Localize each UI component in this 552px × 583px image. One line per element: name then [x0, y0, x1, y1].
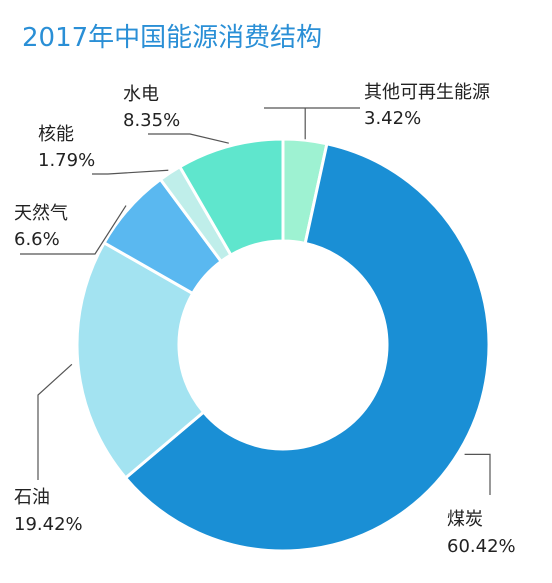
label-natural-gas: 天然气: [14, 203, 68, 224]
leader-natural-gas: [20, 205, 127, 255]
slices-group: [75, 137, 491, 553]
leader-lines: [20, 107, 491, 495]
label-hydro: 水电: [123, 84, 159, 105]
label-coal: 煤炭: [447, 509, 483, 530]
slice-coal: [123, 141, 491, 553]
label-nuclear: 核能: [38, 124, 74, 145]
label-oil: 石油: [14, 487, 50, 508]
leader-other-renewables: [264, 107, 360, 140]
leader-coal: [464, 453, 491, 495]
leader-oil: [37, 363, 73, 480]
value-coal: 60.42%: [447, 536, 516, 557]
label-other-renewables: 其他可再生能源: [364, 82, 490, 103]
value-nuclear: 1.79%: [38, 150, 95, 171]
value-hydro: 8.35%: [123, 110, 180, 131]
slice-oil: [75, 240, 206, 481]
slice-hydro: [177, 137, 285, 258]
leader-nuclear: [92, 169, 169, 175]
leader-hydro: [148, 133, 229, 144]
value-other-renewables: 3.42%: [364, 108, 421, 129]
value-oil: 19.42%: [14, 514, 83, 535]
value-natural-gas: 6.6%: [14, 229, 60, 250]
chart-title: 2017年中国能源消费结构: [22, 23, 322, 53]
